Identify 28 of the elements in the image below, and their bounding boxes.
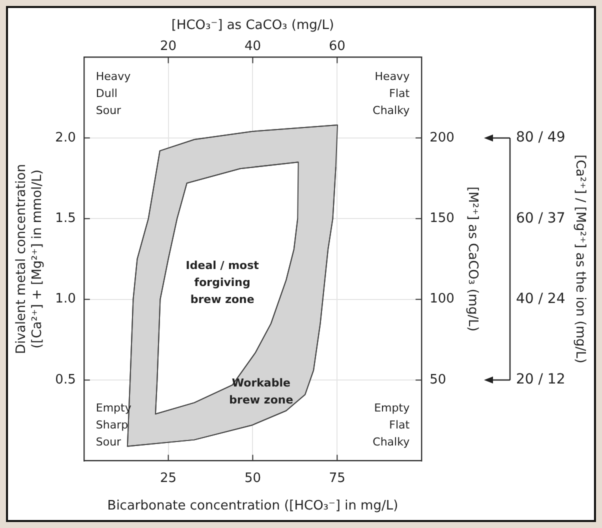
text: 20 / 12 — [516, 372, 566, 388]
y-tick-label: 1.0 — [55, 292, 76, 307]
x2-axis-title: [HCO₃⁻] as CaCO₃ (mg/L) — [171, 18, 334, 34]
annotation: Workable brew zone — [229, 376, 294, 407]
text: [Ca²⁺] / [Mg²⁺] as the ion (mg/L) — [572, 154, 588, 364]
text: 40 / 24 — [516, 291, 566, 307]
x-tick-label: 25 — [160, 470, 177, 486]
y2-tick-label: 50 — [430, 372, 446, 388]
annotation: Ideal / most forgiving brew zone — [186, 259, 259, 306]
text: 80 / 49 — [516, 130, 566, 146]
annotation: Heavy Dull Sour — [96, 70, 132, 118]
x-tick-label: 50 — [244, 470, 262, 486]
x2-tick-label: 40 — [244, 38, 262, 54]
text: 60 / 37 — [516, 210, 566, 226]
y-tick-label: 1.5 — [55, 211, 76, 226]
annotation: Empty Flat Chalky — [372, 402, 410, 449]
x-axis-title: Bicarbonate concentration ([HCO₃⁻] in mg/L) — [107, 498, 398, 514]
y2-tick-label: 150 — [430, 211, 454, 226]
y-axis-title: Divalent metal concentration ([Ca²⁺] + [Mg²⁺] in mmol/L) — [14, 164, 45, 354]
y-tick-label: 2.0 — [55, 130, 76, 146]
annotation: Heavy Flat Chalky — [372, 70, 410, 118]
y2-axis-title: [M²⁺] as CaCO₃ (mg/L) — [464, 186, 480, 332]
y2-tick-label: 200 — [430, 130, 454, 146]
x2-tick-label: 20 — [160, 38, 177, 54]
x2-tick-label: 60 — [328, 38, 346, 54]
y-tick-label: 0.5 — [55, 372, 76, 388]
x-tick-label: 75 — [328, 470, 346, 486]
y2-tick-label: 100 — [430, 292, 454, 307]
